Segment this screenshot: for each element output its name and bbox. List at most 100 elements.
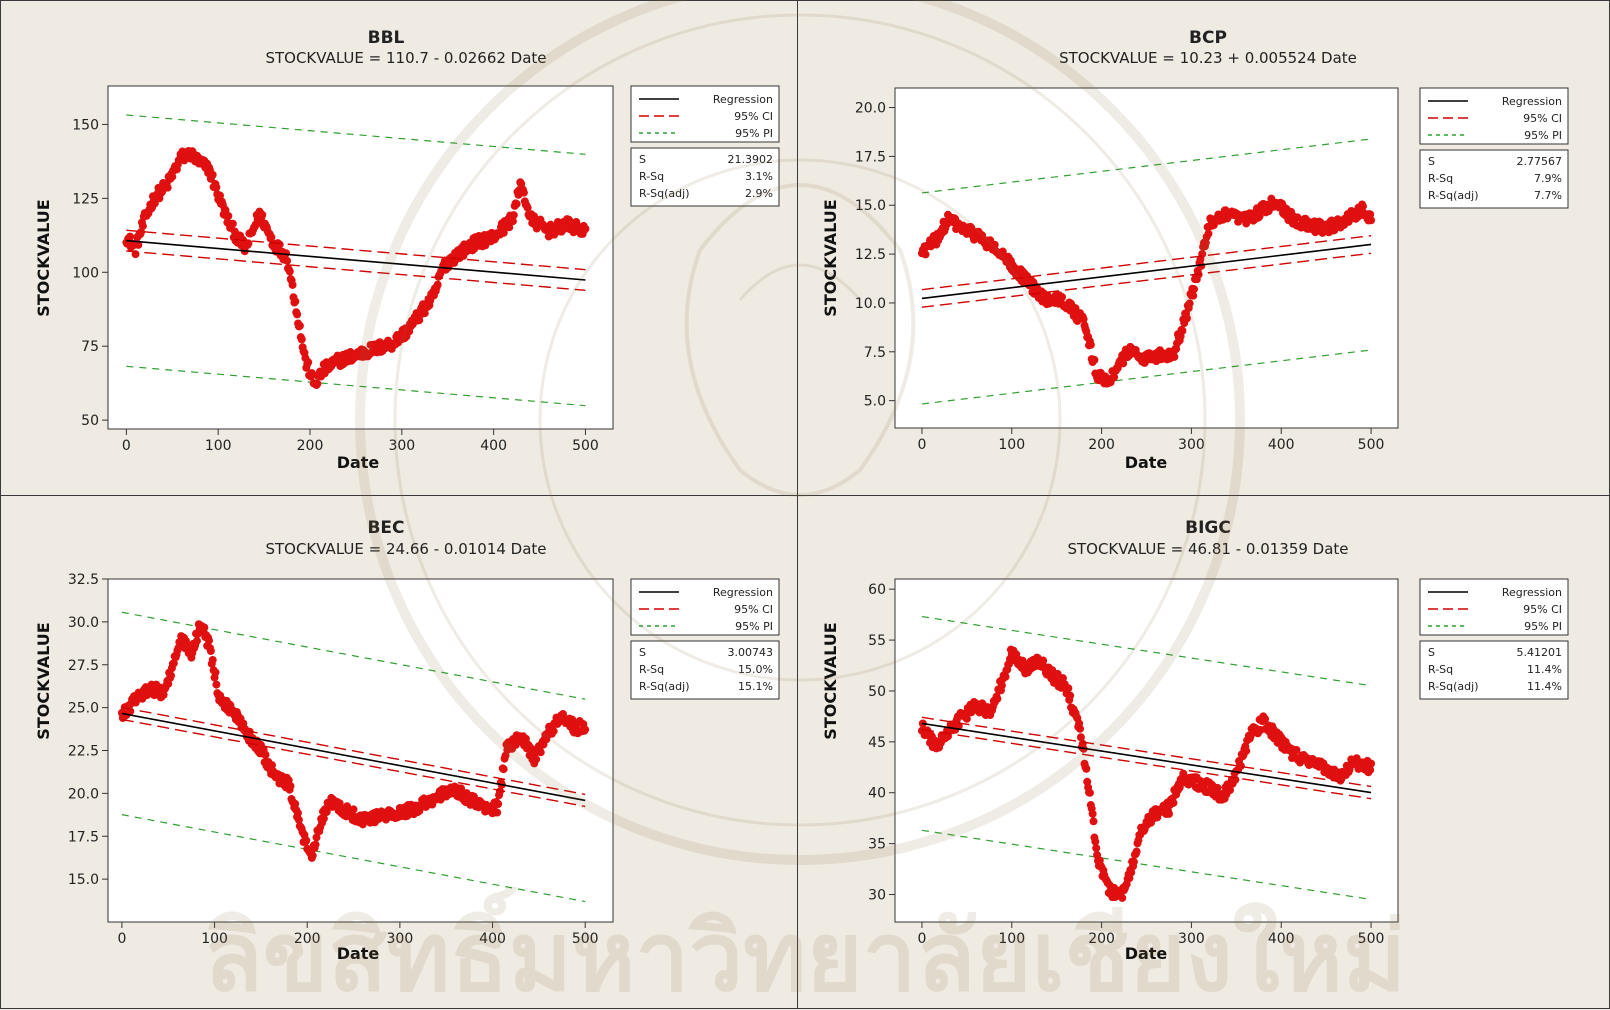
x-tick-label: 0 xyxy=(117,931,126,947)
data-point xyxy=(200,623,209,632)
data-point xyxy=(288,280,297,289)
chart-panel-bbl: BBL STOCKVALUE = 110.7 - 0.02662 Date 50 75… xyxy=(0,0,798,496)
data-point xyxy=(168,172,177,181)
data-point xyxy=(1089,817,1098,826)
stat-name: S xyxy=(639,646,646,659)
y-tick-label: 30.0 xyxy=(68,615,99,631)
stat-value: 5.41201 xyxy=(1517,646,1563,659)
regression-equation: STOCKVALUE = 46.81 - 0.01359 Date xyxy=(1067,540,1348,558)
x-tick-label: 300 xyxy=(387,931,414,947)
ci-upper-line xyxy=(121,706,586,796)
x-tick-label: 300 xyxy=(388,438,415,454)
y-tick-label: 10.0 xyxy=(855,296,886,312)
stat-value: 21.3902 xyxy=(728,153,774,166)
data-point xyxy=(1169,798,1178,807)
plot-area xyxy=(894,578,1399,923)
x-axis-label: Date xyxy=(1125,944,1168,963)
data-point xyxy=(308,851,317,860)
data-point xyxy=(1076,733,1085,742)
data-point xyxy=(131,698,140,707)
data-point xyxy=(1066,691,1075,700)
regression-line xyxy=(921,722,1372,794)
legend-label: 95% CI xyxy=(1523,112,1562,125)
stat-name: R-Sq(adj) xyxy=(1428,680,1479,693)
data-point xyxy=(291,799,300,808)
data-point xyxy=(311,840,320,849)
data-point xyxy=(1190,285,1199,294)
data-point xyxy=(1058,293,1067,302)
data-point xyxy=(291,297,300,306)
data-point xyxy=(192,637,201,646)
data-point xyxy=(1053,669,1062,678)
data-point xyxy=(1170,352,1179,361)
data-series xyxy=(917,645,1376,902)
data-point xyxy=(550,230,559,239)
data-point xyxy=(1064,684,1073,693)
y-tick-label: 25.0 xyxy=(68,701,99,717)
data-point xyxy=(1088,809,1097,818)
data-point xyxy=(1261,714,1270,723)
ci-lower-line xyxy=(126,250,586,292)
data-point xyxy=(1182,314,1191,323)
data-point xyxy=(208,655,217,664)
data-point xyxy=(962,714,971,723)
data-point xyxy=(1118,893,1127,902)
x-tick-label: 500 xyxy=(572,438,599,454)
stat-value: 2.77567 xyxy=(1517,155,1563,168)
data-point xyxy=(1058,674,1067,683)
data-point xyxy=(967,223,976,232)
stat-value: 2.9% xyxy=(745,187,773,200)
legend-label: 95% PI xyxy=(1524,620,1562,633)
plot-area xyxy=(107,85,614,430)
data-point xyxy=(206,646,215,655)
data-point xyxy=(1076,724,1085,733)
y-tick-label: 50 xyxy=(868,684,886,700)
pi-upper-line xyxy=(126,114,586,155)
data-point xyxy=(1110,373,1119,382)
stat-name: S xyxy=(1428,155,1435,168)
x-tick-label: 200 xyxy=(297,438,324,454)
data-point xyxy=(1039,656,1048,665)
stat-name: R-Sq xyxy=(639,663,664,676)
stats-box xyxy=(630,640,780,700)
data-point xyxy=(126,232,135,241)
regression-equation: STOCKVALUE = 10.23 + 0.005524 Date xyxy=(1059,49,1357,67)
data-point xyxy=(1236,761,1245,770)
y-tick-label: 75 xyxy=(81,339,99,355)
y-tick-label: 27.5 xyxy=(68,658,99,674)
data-point xyxy=(1204,229,1213,238)
data-point xyxy=(1085,788,1094,797)
data-point xyxy=(224,211,233,220)
x-tick-label: 400 xyxy=(480,438,507,454)
y-tick-label: 22.5 xyxy=(68,744,99,760)
data-point xyxy=(137,228,146,237)
stat-name: R-Sq(adj) xyxy=(639,187,690,200)
data-point xyxy=(211,668,220,677)
data-point xyxy=(1178,326,1187,335)
regression-equation: STOCKVALUE = 24.66 - 0.01014 Date xyxy=(265,540,546,558)
data-point xyxy=(282,249,291,258)
x-tick-label: 500 xyxy=(1358,931,1385,947)
data-point xyxy=(297,335,306,344)
x-tick-label: 500 xyxy=(572,931,599,947)
data-point xyxy=(295,321,304,330)
y-tick-label: 20.0 xyxy=(68,786,99,802)
data-point xyxy=(505,223,514,232)
data-point xyxy=(138,222,147,231)
data-point xyxy=(1366,765,1375,774)
data-point xyxy=(169,659,178,668)
data-point xyxy=(549,727,558,736)
stat-name: S xyxy=(639,153,646,166)
data-point xyxy=(1189,291,1198,300)
y-tick-label: 20.0 xyxy=(855,101,886,117)
y-tick-label: 55 xyxy=(868,633,886,649)
pi-lower-line xyxy=(921,349,1372,405)
legend-label: 95% CI xyxy=(734,110,773,123)
data-point xyxy=(205,636,213,645)
x-axis-label: Date xyxy=(337,944,380,963)
data-point xyxy=(536,748,545,757)
data-point xyxy=(302,836,311,845)
y-tick-label: 17.5 xyxy=(68,829,99,845)
data-point xyxy=(415,316,424,325)
y-axis-label: STOCKVALUE xyxy=(34,199,53,316)
